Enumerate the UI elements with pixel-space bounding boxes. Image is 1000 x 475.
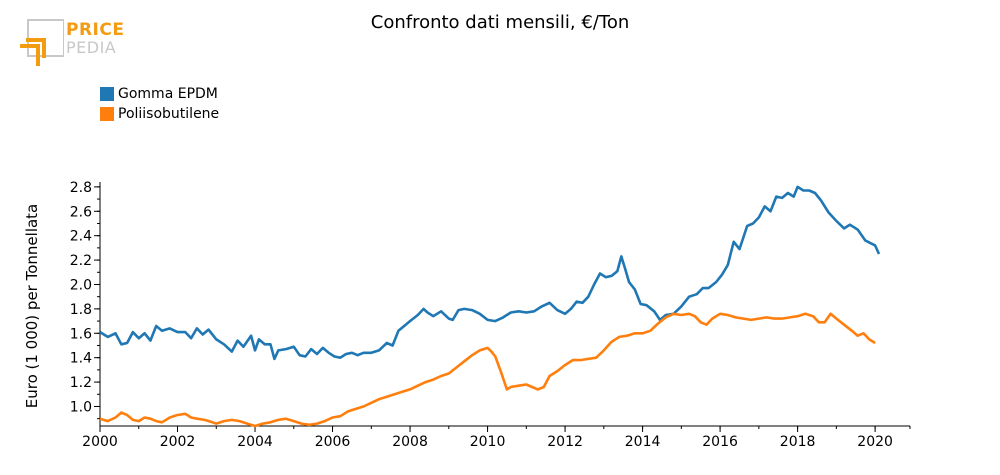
x-tick-label: 2016 — [702, 434, 738, 450]
legend-item-epdm: Gomma EPDM — [100, 84, 219, 104]
logo-text-pedia: PEDIA — [66, 38, 117, 57]
legend-label-pib: Poliisobutilene — [118, 106, 220, 122]
series-line-poliisobutilene — [99, 312, 876, 428]
legend-swatch-epdm — [100, 87, 114, 101]
logo-mark-icon — [20, 19, 64, 66]
y-tick-label: 2.0 — [70, 277, 92, 293]
x-tick-label: 2012 — [547, 434, 583, 450]
pricepedia-logo: PRICE PEDIA — [18, 18, 128, 68]
x-tick-label: 2006 — [315, 434, 351, 450]
logo-text-price: PRICE — [66, 20, 125, 40]
legend-item-pib: Poliisobutilene — [100, 104, 219, 124]
series-lines — [99, 185, 881, 428]
x-tick-label: 2020 — [857, 434, 893, 450]
x-tick-label: 2010 — [470, 434, 506, 450]
y-tick-label: 2.2 — [70, 253, 92, 269]
y-tick-label: 1.4 — [70, 351, 92, 367]
x-tick-label: 2018 — [780, 434, 816, 450]
y-axis-title: Euro (1 000) per Tonnellata — [23, 204, 41, 409]
x-tick-label: 2004 — [237, 434, 273, 450]
y-tick-label: 2.6 — [70, 204, 92, 220]
y-tick-label: 1.0 — [70, 399, 92, 415]
x-tick-label: 2014 — [625, 434, 661, 450]
x-tick-label: 2002 — [160, 434, 196, 450]
y-tick-label: 2.8 — [70, 180, 92, 196]
legend-label-epdm: Gomma EPDM — [118, 86, 218, 102]
chart-title: Confronto dati mensili, €/Ton — [370, 12, 630, 33]
x-tick-label: 2008 — [392, 434, 428, 450]
y-tick-label: 1.2 — [70, 375, 92, 391]
legend: Gomma EPDM Poliisobutilene — [100, 84, 219, 124]
y-tick-label: 1.8 — [70, 302, 92, 318]
y-tick-label: 1.6 — [70, 326, 92, 342]
x-tick-label: 2000 — [82, 434, 118, 450]
series-line-gomma-epdm — [99, 185, 881, 361]
y-tick-label: 2.4 — [70, 229, 92, 245]
legend-swatch-pib — [100, 107, 114, 121]
axes: 2000 2002 2004 2006 2008 2010 2012 2014 2016 2018… — [70, 180, 911, 450]
